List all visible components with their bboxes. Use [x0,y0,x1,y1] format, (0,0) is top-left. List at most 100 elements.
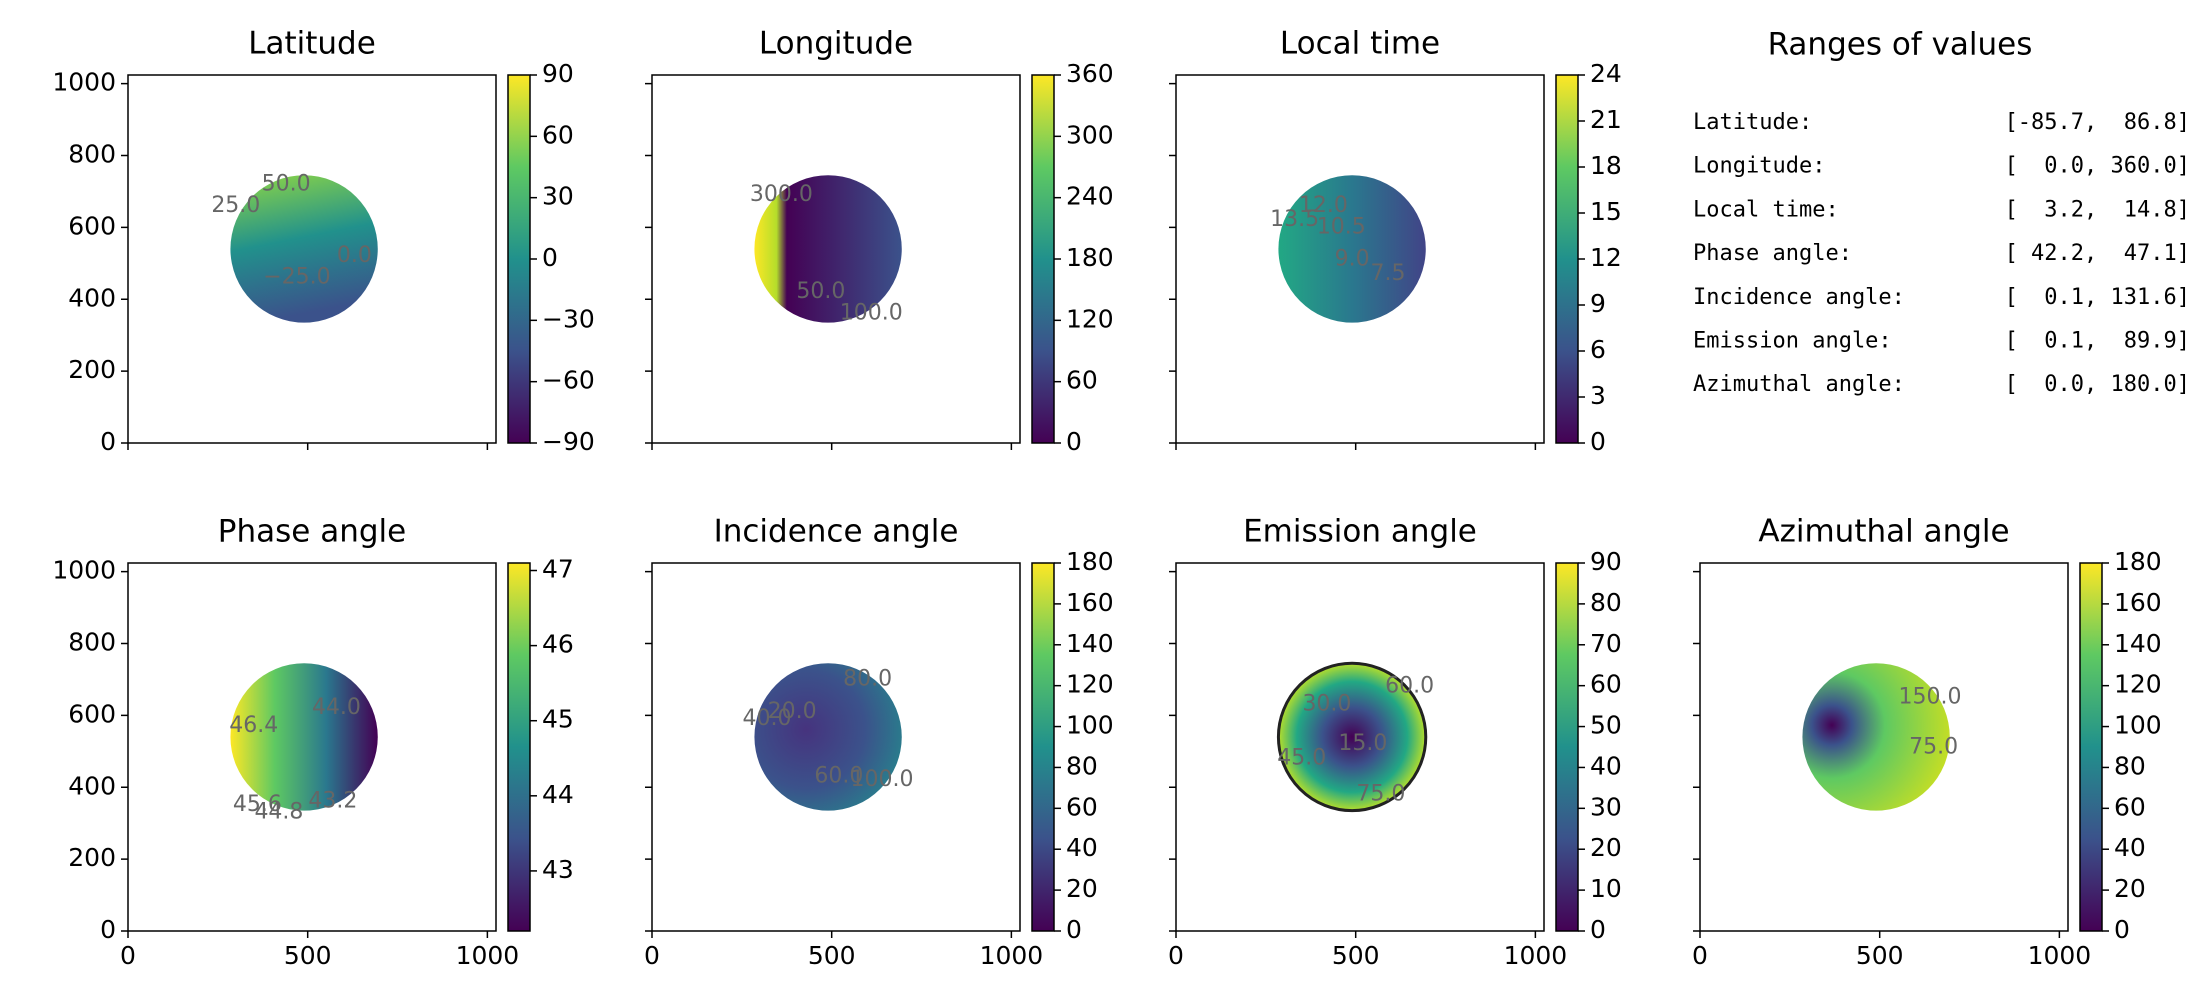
colorbar [1555,74,1579,444]
axes-frame [1699,562,2069,932]
contour-label: 44.8 [254,799,303,824]
limb-contour [1276,661,1428,813]
y-tick-label: 800 [68,628,116,657]
colorbar-tick-label: 80 [1066,751,1098,780]
colorbar-tick-label: 6 [1590,335,1606,364]
planet-image [1278,175,1426,323]
planet-image [230,175,378,323]
contour-label: 45.0 [1277,746,1326,771]
colorbar-tick-label: 10 [1590,874,1622,903]
colorbar-tick-label: 43 [542,855,574,884]
x-tick-label: 1000 [980,941,1044,970]
x-tick-label: 1000 [2028,941,2092,970]
x-tick-label: 500 [808,941,856,970]
range-label: Emission angle: [1693,329,1892,354]
colorbar-tick-label: 180 [1066,547,1114,576]
contour-label: 43.2 [308,789,357,814]
colorbar-tick-label: 40 [2114,833,2146,862]
x-tick-label: 0 [120,941,136,970]
contour-label: 20.0 [768,699,817,724]
colorbar-tick-label: 20 [1066,874,1098,903]
colorbar-tick-label: 160 [1066,588,1114,617]
panel-title: Incidence angle [714,514,959,550]
colorbar-tick-label: 30 [1590,792,1622,821]
contour-label: 60.0 [814,763,863,788]
colorbar-tick-label: 120 [1066,304,1114,333]
range-value: [ 42.2, 47.1] [2005,241,2190,266]
y-tick-label: 1000 [52,68,116,97]
panel-title: Emission angle [1243,514,1477,550]
x-tick-label: 0 [1692,941,1708,970]
colorbar-tick-label: 60 [2114,792,2146,821]
colorbar-tick-label: 160 [2114,588,2162,617]
colorbar-tick-label: 80 [1590,588,1622,617]
range-label: Longitude: [1693,154,1825,179]
colorbar-tick-label: −90 [542,427,595,456]
contour-label: 44.0 [312,695,361,720]
colorbar-tick-label: 18 [1590,151,1622,180]
colorbar-tick-label: 3 [1590,381,1606,410]
axes-frame [1175,74,1545,444]
x-tick-label: 1000 [456,941,520,970]
y-tick-label: 0 [100,915,116,944]
colorbar-tick-label: 0 [542,243,558,272]
colorbar-tick-label: 90 [1590,547,1622,576]
colorbar-tick-label: 140 [2114,629,2162,658]
planet-image [1278,663,1426,811]
contour-label: 7.5 [1371,261,1406,286]
range-value: [ 0.1, 89.9] [2005,329,2190,354]
x-tick-label: 0 [1168,941,1184,970]
panel-title: Local time [1280,26,1440,62]
colorbar-tick-label: 60 [1590,670,1622,699]
colorbar-tick-label: 9 [1590,289,1606,318]
colorbar-tick-label: −60 [542,366,595,395]
x-tick-label: 500 [1332,941,1380,970]
range-label: Azimuthal angle: [1693,372,1905,397]
ranges-title: Ranges of values [1768,27,2033,63]
contour-label: 100.0 [851,767,914,792]
colorbar-tick-label: 50 [1590,711,1622,740]
colorbar-tick-label: 60 [1066,366,1098,395]
colorbar-tick-label: 40 [1590,751,1622,780]
range-value: [ 0.0, 180.0] [2005,372,2190,397]
contour-label: 10.5 [1317,214,1366,239]
range-label: Incidence angle: [1693,285,1905,310]
colorbar-tick-label: 0 [2114,915,2130,944]
contour-label: 300.0 [750,182,813,207]
axes-frame [651,74,1021,444]
contour-label: 25.0 [211,193,260,218]
planet-image [754,663,902,811]
colorbar-tick-label: 60 [1066,792,1098,821]
range-label: Latitude: [1693,110,1812,135]
axes-frame [127,74,497,444]
contour-label: 30.0 [1302,692,1351,717]
colorbar-tick-label: 24 [1590,59,1622,88]
colorbar-tick-label: −30 [542,304,595,333]
colorbar-tick-label: 120 [2114,670,2162,699]
colorbar-tick-label: 20 [1590,833,1622,862]
range-value: [ 0.1, 131.6] [2005,285,2190,310]
colorbar-tick-label: 300 [1066,120,1114,149]
axes-frame [127,562,497,932]
axes-frame [651,562,1021,932]
colorbar-tick-label: 20 [2114,874,2146,903]
colorbar-tick-label: 46 [542,630,574,659]
axes-frame [1175,562,1545,932]
planet-image [230,663,378,811]
x-tick-label: 500 [284,941,332,970]
colorbar-tick-label: 12 [1590,243,1622,272]
contour-label: 45.6 [233,792,282,817]
panel-title: Phase angle [218,514,406,550]
contour-label: 13.5 [1270,207,1319,232]
contour-label: 15.0 [1338,731,1387,756]
contour-label: 75.0 [1356,781,1405,806]
colorbar-tick-label: 30 [542,182,574,211]
colorbar-tick-label: 40 [1066,833,1098,862]
y-tick-label: 600 [68,211,116,240]
range-value: [ 0.0, 360.0] [2005,154,2190,179]
colorbar-tick-label: 180 [2114,547,2162,576]
contour-label: 100.0 [840,301,903,326]
x-tick-label: 1000 [1504,941,1568,970]
colorbar [1031,562,1055,932]
